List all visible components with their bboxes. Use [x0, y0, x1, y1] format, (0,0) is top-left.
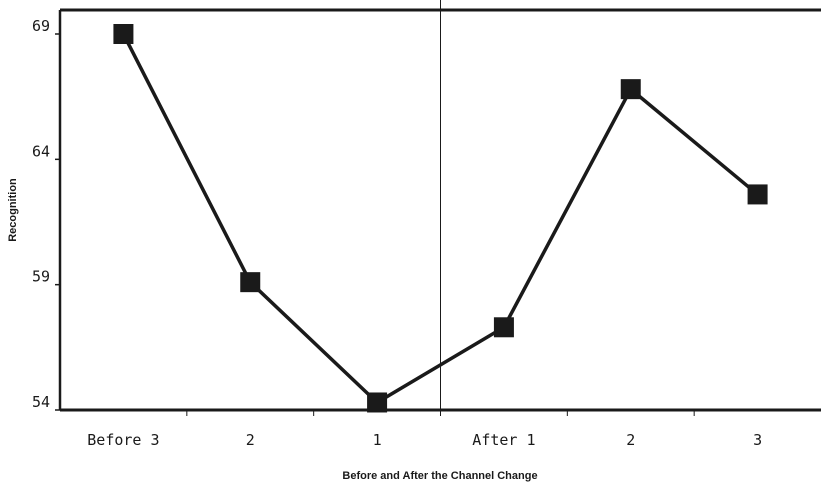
y-tick-label-1: 59 [32, 268, 50, 286]
y-tick-label-3: 69 [32, 17, 50, 35]
data-point-2 [367, 392, 388, 413]
y-tick-label-2: 64 [32, 142, 50, 160]
data-point-5 [747, 184, 768, 205]
x-tick-label-0: Before 3 [87, 431, 159, 449]
data-point-1 [240, 272, 261, 293]
y-axis-title: Recognition [7, 178, 19, 242]
data-point-3 [493, 317, 514, 338]
y-axis-ticks: 54 59 64 69 [32, 17, 60, 411]
series-line [121, 33, 759, 405]
x-tick-label-2: 1 [373, 431, 382, 449]
x-tick-label-5: 3 [753, 431, 762, 449]
x-tick-label-3: After 1 [472, 431, 535, 449]
data-point-4 [620, 79, 641, 100]
series-polyline [121, 33, 759, 405]
x-axis-title: Before and After the Channel Change [342, 470, 537, 482]
x-tick-label-4: 2 [626, 431, 635, 449]
data-point-0 [113, 24, 134, 44]
x-axis-ticks: Before 3 2 1 After 1 2 3 [87, 410, 762, 449]
data-markers [113, 24, 768, 413]
y-tick-label-0: 54 [32, 393, 50, 411]
x-tick-label-1: 2 [246, 431, 255, 449]
